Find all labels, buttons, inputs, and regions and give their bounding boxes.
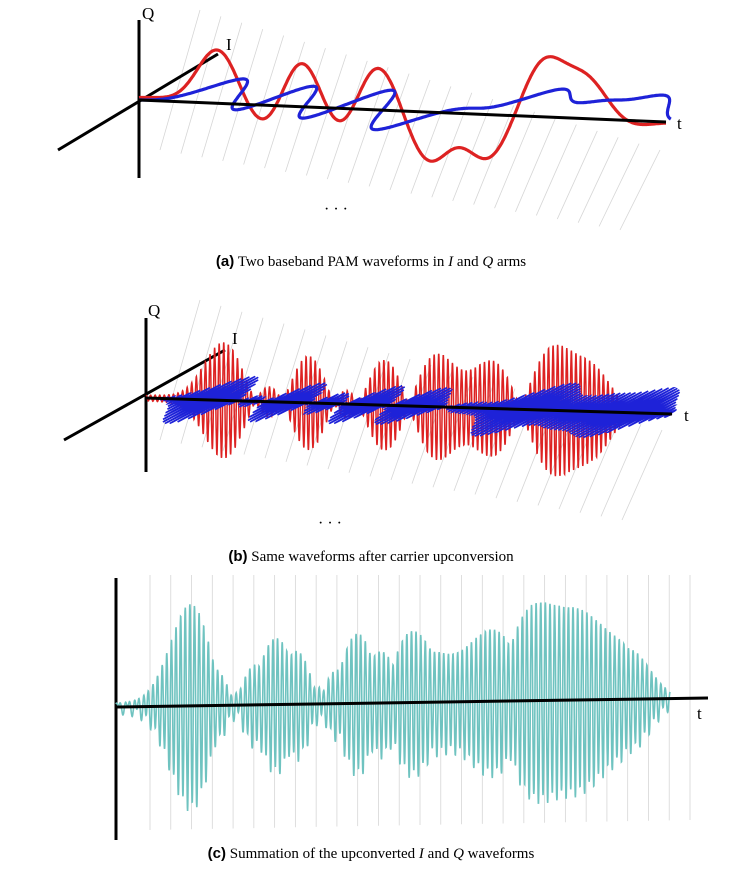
caption-a-i-symbol: I <box>448 254 454 270</box>
caption-b-text: Same waveforms after carrier upconversio… <box>247 549 514 565</box>
caption-a-post: arms <box>493 254 527 270</box>
panel-b-t-label: t <box>684 406 689 425</box>
caption-c: (c) Summation of the upconverted I and Q… <box>0 845 742 863</box>
grid-line <box>368 73 410 187</box>
caption-c-tag: (c) <box>207 845 227 862</box>
panel-a-ellipsis: · · · <box>324 201 348 218</box>
caption-a-tag: (a) <box>215 253 235 270</box>
grid-line <box>243 35 285 165</box>
grid-line <box>577 137 619 223</box>
panel-c: t <box>114 575 709 840</box>
caption-c-q-symbol: Q <box>453 846 464 862</box>
caption-a: (a) Two baseband PAM waveforms in I and … <box>0 253 742 271</box>
grid-line <box>494 111 535 209</box>
panel-b-t-axis <box>145 396 673 416</box>
panel-a-t-label: t <box>677 114 682 133</box>
caption-a-q-symbol: Q <box>482 254 494 270</box>
panel-c-t-axis <box>115 696 709 709</box>
grid-line <box>515 118 556 212</box>
panel-c-t-label: t <box>697 704 702 723</box>
caption-a-pre: Two baseband PAM waveforms in <box>234 254 449 270</box>
grid-line <box>535 124 577 216</box>
grid-line <box>431 92 473 198</box>
panel-b-q-label: Q <box>148 301 160 320</box>
caption-c-post: waveforms <box>463 846 535 862</box>
caption-b: (b) Same waveforms after carrier upconve… <box>0 548 742 566</box>
grid-line <box>285 48 326 172</box>
grid-line <box>326 60 368 180</box>
panel-a-grid <box>159 9 661 231</box>
panel-a-q-label: Q <box>142 4 154 23</box>
grid-line <box>305 54 347 176</box>
grid-line <box>410 86 452 194</box>
caption-c-pre: Summation of the upconverted <box>226 846 419 862</box>
panel-a-q-waveform <box>138 48 667 163</box>
grid-line <box>621 429 663 521</box>
panel-a-i-label: I <box>226 35 232 54</box>
grid-line <box>579 418 621 513</box>
panel-c-sum-waveform <box>115 602 671 812</box>
caption-a-mid: and <box>453 254 483 270</box>
panel-b: Q I t · · · <box>63 299 689 532</box>
grid-line <box>556 130 598 220</box>
panel-a-i-waveform <box>138 77 672 132</box>
grid-line <box>180 16 222 154</box>
panel-b-i-label: I <box>232 329 238 348</box>
grid-line <box>619 149 661 231</box>
grid-line <box>452 98 494 202</box>
panel-b-ellipsis: · · · <box>318 515 342 532</box>
caption-c-i-symbol: I <box>418 846 424 862</box>
caption-c-mid: and <box>423 846 454 862</box>
panel-a: Q I t · · · <box>57 4 682 231</box>
grid-line <box>159 9 201 151</box>
grid-line <box>347 67 389 183</box>
grid-line <box>201 22 243 158</box>
grid-line <box>598 143 640 227</box>
panel-a-t-axis <box>138 98 667 124</box>
grid-line <box>432 376 474 488</box>
grid-line <box>600 423 642 517</box>
caption-b-tag: (b) <box>228 548 248 565</box>
